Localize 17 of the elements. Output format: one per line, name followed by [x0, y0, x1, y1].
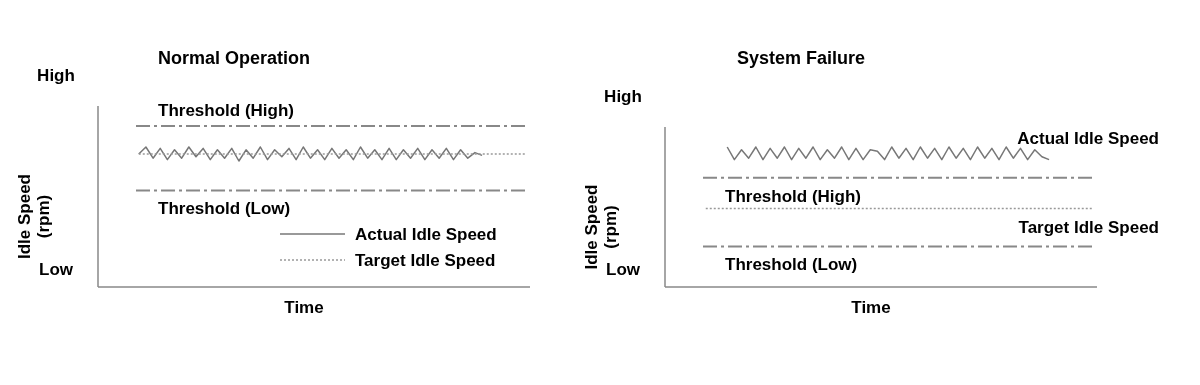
- ref-line-label: Threshold (High): [725, 186, 861, 206]
- x-axis-title: Time: [851, 298, 891, 317]
- chart-title: Normal Operation: [157, 48, 311, 68]
- series-label: Actual Idle Speed: [1017, 128, 1159, 148]
- ref-line-label: Threshold (High): [158, 101, 294, 120]
- y-axis-title: Idle Speed (rpm): [15, 173, 53, 260]
- legend-label: Actual Idle Speed: [355, 225, 497, 244]
- x-axis-title: Time: [284, 298, 324, 317]
- text: Low: [39, 260, 74, 279]
- legend-label: Target Idle Speed: [355, 251, 496, 270]
- text: High: [37, 66, 75, 85]
- ref-line-label: Threshold (Low): [725, 255, 858, 275]
- ref-line-label: Threshold (Low): [158, 199, 291, 219]
- chart-title: System Failure: [736, 48, 866, 68]
- series-label: Target Idle Speed: [1018, 217, 1159, 237]
- text: Low: [606, 260, 641, 279]
- text: High: [604, 87, 642, 106]
